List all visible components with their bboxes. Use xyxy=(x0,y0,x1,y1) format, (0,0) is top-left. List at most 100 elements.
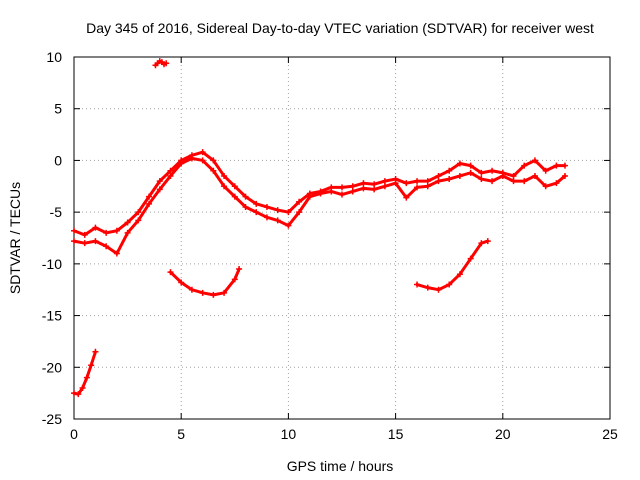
data-point xyxy=(542,167,549,174)
data-point xyxy=(467,255,474,262)
data-point xyxy=(446,176,453,183)
data-point xyxy=(414,184,421,191)
data-point xyxy=(542,183,549,190)
data-point xyxy=(349,183,356,190)
data-point xyxy=(446,281,453,288)
data-point xyxy=(274,207,281,214)
grid-lines xyxy=(74,57,610,419)
data-point xyxy=(199,157,206,164)
data-point xyxy=(79,384,86,391)
data-point xyxy=(510,172,517,179)
data-point xyxy=(231,193,238,200)
data-point xyxy=(392,180,399,187)
data-point xyxy=(274,217,281,224)
data-point xyxy=(424,183,431,190)
plot-frame xyxy=(73,56,611,420)
data-point xyxy=(236,266,243,273)
data-point xyxy=(561,172,568,179)
data-point xyxy=(124,229,131,236)
data-point xyxy=(210,291,217,298)
data-point xyxy=(285,209,292,216)
data-point xyxy=(499,172,506,179)
data-point xyxy=(317,190,324,197)
data-point xyxy=(553,162,560,169)
data-point xyxy=(435,286,442,293)
data-point xyxy=(467,162,474,169)
data-point xyxy=(156,178,163,185)
data-point xyxy=(113,250,120,257)
data-point xyxy=(306,193,313,200)
data-point xyxy=(478,176,485,183)
data-point xyxy=(339,184,345,191)
data-point xyxy=(360,180,367,187)
data-point xyxy=(221,289,228,296)
data-point xyxy=(231,276,238,283)
data-point xyxy=(178,279,185,286)
y-tick-label: -15 xyxy=(42,308,62,324)
data-point xyxy=(456,160,463,167)
data-point xyxy=(553,180,560,187)
data-point xyxy=(210,157,217,164)
data-point xyxy=(263,214,270,221)
data-point xyxy=(210,167,217,174)
x-tick-label: 5 xyxy=(177,426,185,442)
data-point xyxy=(435,172,442,179)
data-point xyxy=(446,167,453,174)
data-series xyxy=(71,58,568,398)
y-axis-label: SDTVAR / TECUs xyxy=(7,182,23,294)
data-point xyxy=(188,286,195,293)
x-tick-label: 20 xyxy=(495,426,511,442)
data-point xyxy=(531,157,538,164)
x-tick-label: 10 xyxy=(281,426,297,442)
data-point xyxy=(478,240,485,247)
y-tick-label: -10 xyxy=(42,256,62,272)
data-point xyxy=(163,60,170,67)
data-point xyxy=(456,172,463,179)
data-point xyxy=(221,172,228,179)
data-point xyxy=(242,193,249,200)
data-point xyxy=(146,193,153,200)
data-point xyxy=(178,160,185,167)
data-point xyxy=(285,222,292,229)
data-point xyxy=(199,149,206,156)
data-point xyxy=(92,224,99,231)
data-point xyxy=(124,219,131,226)
data-point xyxy=(135,209,142,216)
data-point xyxy=(424,178,431,185)
data-point xyxy=(221,183,228,190)
y-tick-label: 0 xyxy=(54,152,62,168)
chart-title: Day 345 of 2016, Sidereal Day-to-day VTE… xyxy=(86,20,594,36)
y-tick-label: 10 xyxy=(46,49,62,65)
data-point xyxy=(328,188,335,195)
x-axis-label: GPS time / hours xyxy=(287,458,394,474)
data-point xyxy=(188,155,195,162)
data-point xyxy=(510,178,517,185)
data-point xyxy=(71,227,77,234)
data-point xyxy=(156,186,163,193)
data-point xyxy=(467,169,474,176)
data-point xyxy=(83,374,90,381)
data-point xyxy=(521,178,528,185)
data-point xyxy=(339,191,345,198)
data-point xyxy=(167,269,174,276)
data-point xyxy=(403,180,410,187)
y-tick-label: -20 xyxy=(42,359,62,375)
data-point xyxy=(381,178,388,185)
y-tick-label: 5 xyxy=(54,101,62,117)
data-point xyxy=(92,348,99,355)
data-point xyxy=(435,178,442,185)
data-point xyxy=(146,200,153,207)
series-late-segment xyxy=(414,238,491,293)
data-point xyxy=(296,209,303,216)
data-point xyxy=(561,162,568,169)
data-point xyxy=(403,194,410,201)
data-point xyxy=(478,169,485,176)
axis-ticks xyxy=(73,56,611,420)
data-point xyxy=(167,172,174,179)
data-point xyxy=(242,203,249,210)
series-arc-segment xyxy=(167,266,243,298)
data-point xyxy=(263,203,270,210)
y-tick-labels: -25 -20 -15 -10 -5 0 5 10 xyxy=(42,49,62,427)
series-early-segment xyxy=(71,348,99,398)
